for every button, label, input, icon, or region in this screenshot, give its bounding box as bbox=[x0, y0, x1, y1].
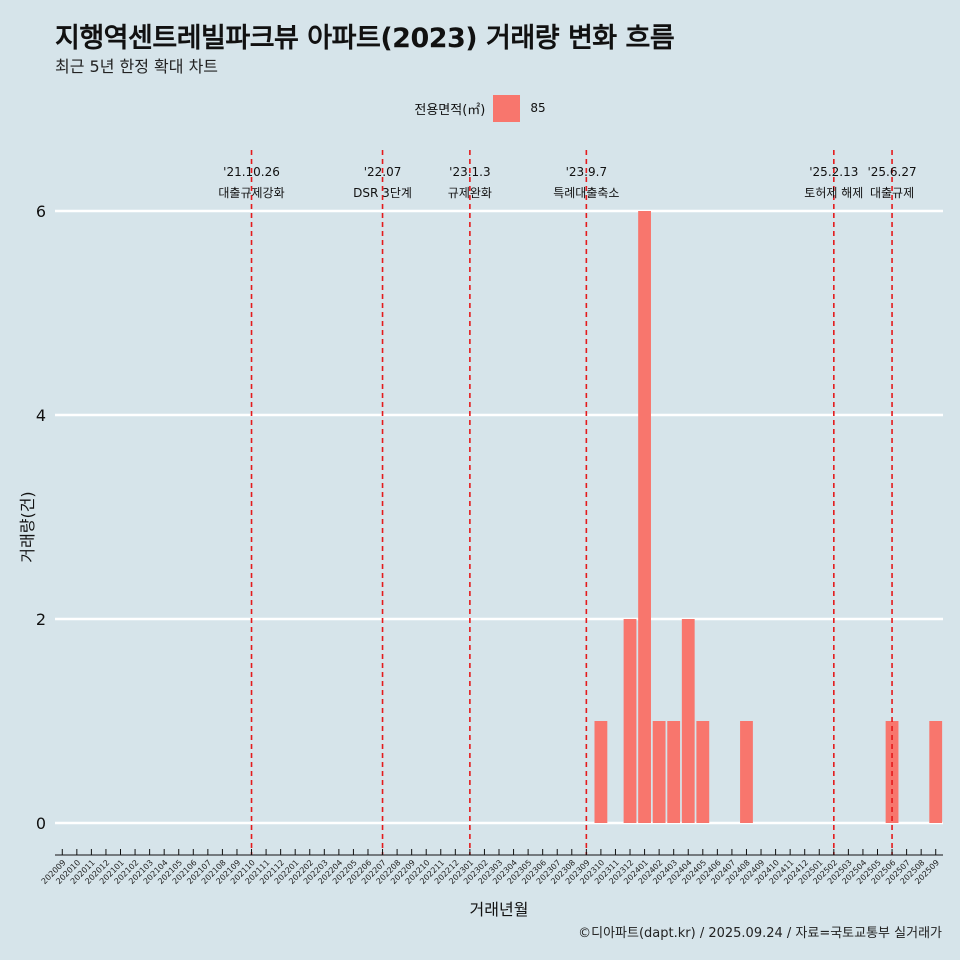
source-caption: ©디아파트(dapt.kr) / 2025.09.24 / 자료=국토교통부 실… bbox=[578, 926, 942, 941]
legend: 전용면적(㎡) 85 bbox=[0, 94, 960, 122]
bar bbox=[638, 211, 651, 823]
bar bbox=[623, 619, 637, 823]
y-tick-label: 2 bbox=[36, 610, 46, 629]
bar bbox=[667, 721, 681, 823]
chart-subtitle: 최근 5년 한정 확대 차트 bbox=[55, 57, 219, 76]
event-name-label: 규제완화 bbox=[448, 186, 492, 200]
bar bbox=[929, 721, 943, 823]
event-name-label: 대출규제 bbox=[870, 186, 914, 200]
x-axis-title: 거래년월 bbox=[470, 900, 529, 919]
event-date-label: '23.1.3 bbox=[449, 165, 490, 179]
y-axis-title: 거래량(건) bbox=[18, 491, 37, 562]
event-date-label: '21.10.26 bbox=[223, 165, 280, 179]
legend-title: 전용면적(㎡) bbox=[414, 102, 486, 118]
bar bbox=[696, 721, 710, 823]
event-name-label: 대출규제강화 bbox=[218, 186, 284, 200]
event-name-label: DSR 3단계 bbox=[353, 186, 412, 200]
event-name-label: 특례대출축소 bbox=[553, 186, 619, 200]
y-tick-label: 0 bbox=[36, 814, 46, 833]
legend-swatch bbox=[493, 94, 521, 122]
bar bbox=[740, 721, 753, 823]
y-tick-label: 4 bbox=[36, 406, 46, 425]
event-date-label: '25.6.27 bbox=[867, 165, 916, 179]
legend-label: 85 bbox=[530, 101, 546, 115]
chart-title: 지행역센트레빌파크뷰 아파트(2023) 거래량 변화 흐름 bbox=[55, 23, 675, 54]
event-date-label: '22.07 bbox=[364, 165, 402, 179]
bar bbox=[652, 721, 666, 823]
y-tick-label: 6 bbox=[36, 202, 46, 221]
event-date-label: '25.2.13 bbox=[809, 165, 858, 179]
bar bbox=[681, 619, 695, 823]
bar bbox=[594, 721, 608, 823]
event-date-label: '23.9.7 bbox=[566, 165, 607, 179]
event-name-label: 토허제 해제 bbox=[804, 186, 863, 200]
